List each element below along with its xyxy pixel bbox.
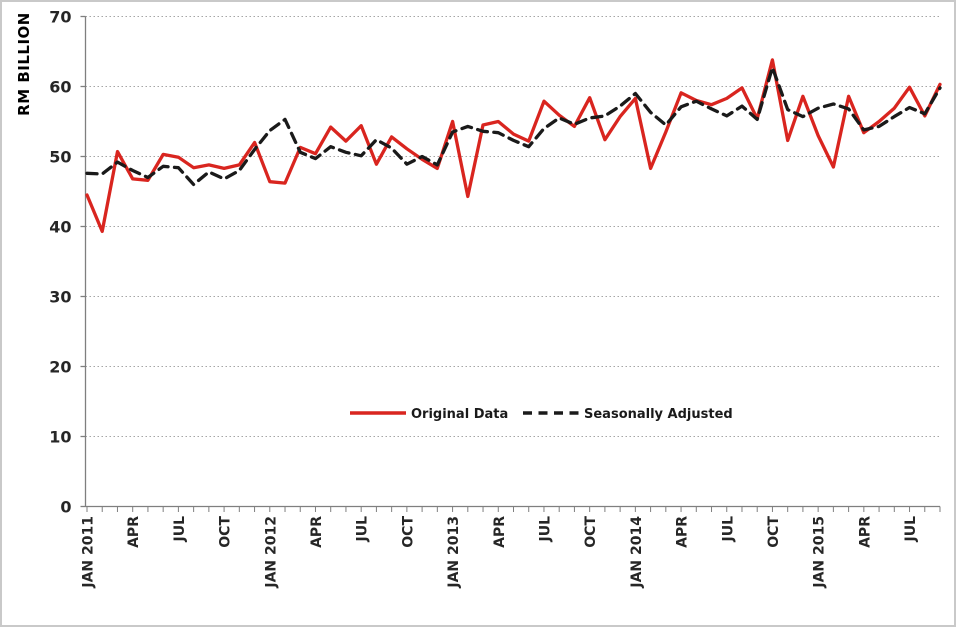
x-tick-label: JAN 2014: [629, 516, 645, 589]
x-tick-label: JUL: [903, 516, 919, 543]
legend-label-original-data: Original Data: [411, 407, 508, 422]
y-tick-label: 70: [49, 8, 71, 27]
x-tick-label: JAN 2013: [446, 516, 462, 589]
legend: Original Data Seasonally Adjusted: [350, 407, 733, 422]
x-tick-label: JAN 2011: [81, 516, 97, 589]
series-line-original-data: [85, 58, 942, 234]
y-tick-label: 30: [49, 288, 71, 307]
x-tick-label: APR: [675, 516, 691, 548]
x-tick-label: JAN 2012: [263, 516, 279, 589]
y-tick-label: 50: [49, 148, 71, 167]
data-series: [85, 58, 942, 234]
x-tick-label: OCT: [766, 516, 782, 548]
x-tick-label: APR: [309, 516, 325, 548]
axes: [80, 15, 941, 512]
x-tick-label: OCT: [218, 516, 234, 548]
gridlines: [85, 16, 940, 437]
x-tick-label: OCT: [583, 516, 599, 548]
y-tick-label: 40: [49, 218, 71, 237]
y-tick-label: 60: [49, 78, 71, 97]
x-tick-label: APR: [126, 516, 142, 548]
y-axis-title: RM BILLION: [15, 12, 33, 116]
x-tick-label: JUL: [172, 516, 188, 543]
series-line-seasonally-adjusted: [85, 65, 942, 187]
x-tick-label: JUL: [720, 516, 736, 543]
x-tick-labels: JAN 2011 APR JUL OCT JAN 2012 APR JUL OCT JAN 20…: [81, 516, 920, 589]
x-tick-label: JUL: [537, 516, 553, 543]
x-tick-label: JUL: [355, 516, 371, 543]
y-tick-labels: 0 10 20 30 40 50 60 70: [49, 8, 71, 517]
x-tick-label: APR: [492, 516, 508, 548]
y-tick-label: 20: [49, 358, 71, 377]
x-tick-label: JAN 2015: [812, 516, 828, 589]
legend-label-seasonally-adjusted: Seasonally Adjusted: [584, 407, 733, 422]
y-tick-label: 0: [60, 498, 71, 517]
y-tick-label: 10: [49, 428, 71, 447]
x-tick-label: APR: [857, 516, 873, 548]
x-tick-label: OCT: [400, 516, 416, 548]
